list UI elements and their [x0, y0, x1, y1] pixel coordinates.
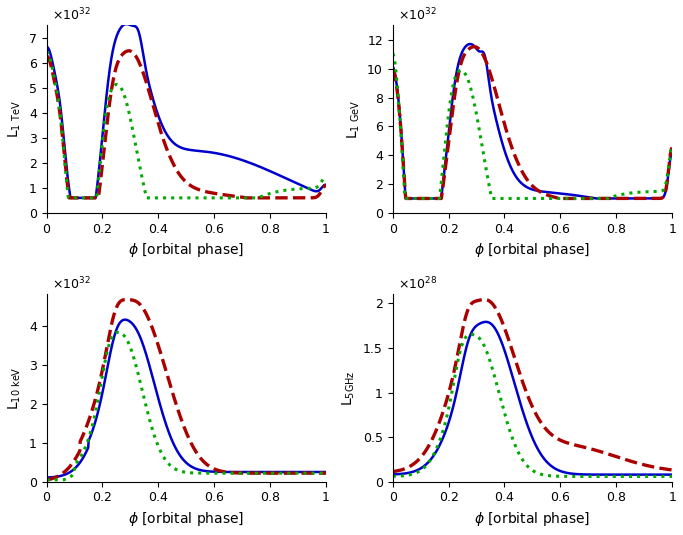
Y-axis label: L$_{1 \rm\ GeV}$: L$_{1 \rm\ GeV}$ [345, 100, 361, 139]
X-axis label: $\phi$ [orbital phase]: $\phi$ [orbital phase] [128, 510, 245, 528]
Text: $\times 10^{28}$: $\times 10^{28}$ [398, 276, 437, 293]
Text: $\times 10^{32}$: $\times 10^{32}$ [52, 7, 91, 24]
Text: $\times 10^{32}$: $\times 10^{32}$ [52, 276, 91, 293]
X-axis label: $\phi$ [orbital phase]: $\phi$ [orbital phase] [128, 241, 245, 259]
Text: $\times 10^{32}$: $\times 10^{32}$ [398, 7, 437, 24]
Y-axis label: L$_{5 \rm GHz}$: L$_{5 \rm GHz}$ [341, 370, 357, 406]
X-axis label: $\phi$ [orbital phase]: $\phi$ [orbital phase] [474, 510, 591, 528]
X-axis label: $\phi$ [orbital phase]: $\phi$ [orbital phase] [474, 241, 591, 259]
Y-axis label: L$_{1 \rm\ TeV}$: L$_{1 \rm\ TeV}$ [7, 100, 23, 138]
Y-axis label: L$_{10 \rm\ keV}$: L$_{10 \rm\ keV}$ [7, 366, 23, 410]
